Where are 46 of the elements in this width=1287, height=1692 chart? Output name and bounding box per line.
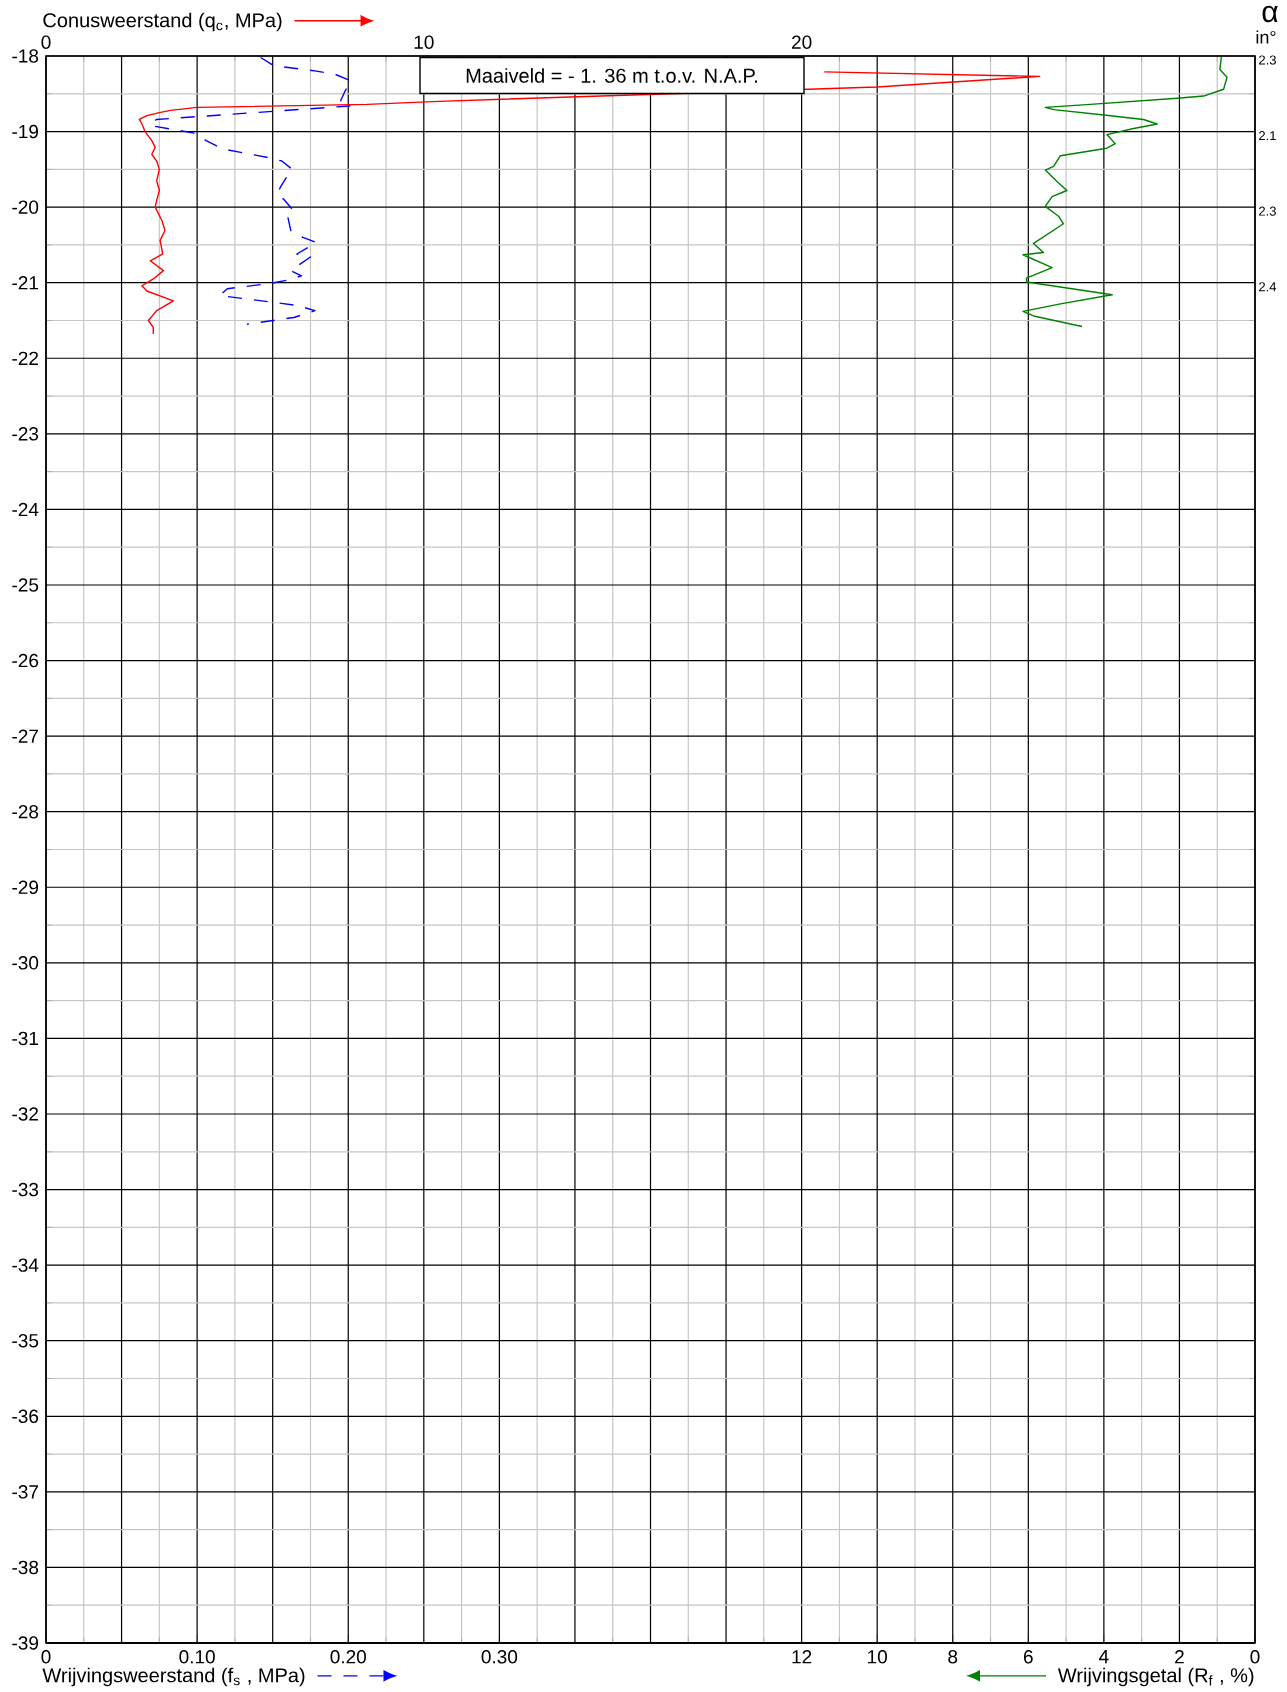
y-tick-label: -32 [12,1107,38,1121]
y-tick-label: -34 [12,1258,39,1272]
text: α [1262,5,1278,23]
y-tick-label: -29 [12,880,39,894]
x-tick-label: 0.20 [330,1650,366,1664]
text: 2.3 [1259,206,1276,216]
y-tick-label: -31 [12,1031,38,1046]
text: 2.3 [1259,55,1276,65]
x-tick-label: 8 [948,1650,958,1664]
y-tick-label: -26 [12,653,39,668]
y-tick-label: -36 [12,1409,39,1424]
y-tick-label: -22 [12,351,38,365]
y-tick-label: -27 [12,729,38,743]
y-tick-label: -39 [12,1636,39,1650]
y-tick-label: -38 [12,1560,39,1575]
y-tick-label: -20 [12,200,39,214]
text: 2.4 [1259,282,1277,292]
y-tick-label: -23 [12,427,39,441]
y-tick-label: -30 [12,956,39,970]
x-tick-label: 0.30 [481,1650,518,1664]
x-tick-label: 20 [792,35,812,49]
x-axis-title: Conusweerstand (q$_{c}$, MPa) [43,12,282,32]
x-tick-label: 0 [1250,1650,1260,1664]
y-tick-label: -37 [12,1485,38,1499]
x-tick-label: 0 [41,1650,51,1664]
x-axis-title: Wrijvingsweerstand (f$_{s}$ , MPa) [42,1667,305,1687]
annotation: Maaiveld = - 1. 36 m t.o.v. N.A.P. [466,68,757,83]
x-tick-label: 2 [1175,1650,1184,1664]
y-tick-label: -35 [12,1333,39,1348]
x-tick-label: 12 [792,1650,812,1664]
y-tick-label: -21 [12,276,38,290]
x-tick-label: 6 [1023,1650,1033,1664]
y-tick-label: -25 [12,578,39,592]
x-tick-label: 0.10 [179,1650,215,1664]
y-tick-label: -24 [12,502,39,517]
x-tick-label: 10 [868,1650,887,1664]
x-axis-title: Wrijvingsgetal (R$_{f}$ , %) [1057,1667,1254,1687]
y-tick-label: -28 [12,804,39,819]
text: in° [1256,30,1276,44]
x-tick-label: 10 [414,35,434,49]
y-tick-label: -18 [12,49,39,63]
y-tick-label: -33 [12,1182,39,1197]
x-tick-label: 4 [1099,1650,1109,1664]
text: 2.1 [1259,131,1276,141]
x-tick-label: 0 [41,35,51,49]
y-tick-label: -19 [12,124,39,139]
